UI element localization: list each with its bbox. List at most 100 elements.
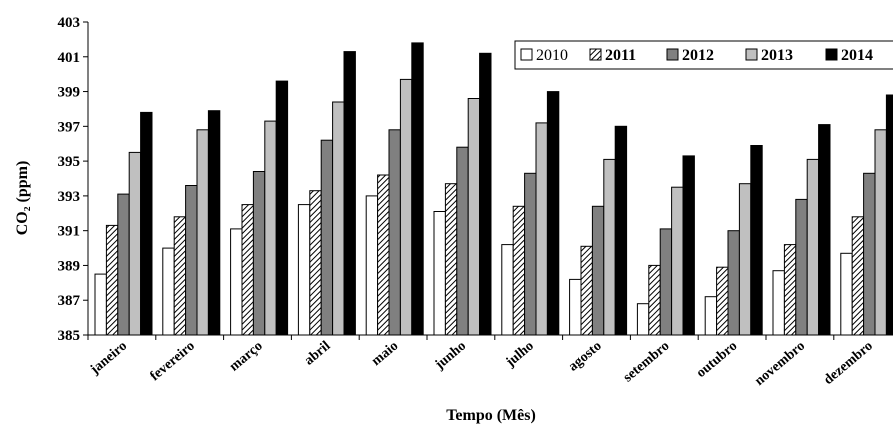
x-category-label: outubro [694, 339, 740, 381]
y-tick-label: 403 [58, 15, 81, 31]
x-category-label: janeiro [87, 339, 130, 378]
bar-2011-fevereiro [173, 216, 187, 336]
bar-2010-março [230, 228, 243, 336]
bar-2011-julho [512, 205, 526, 336]
bar-2014-julho [546, 91, 560, 336]
bar-2011-maio [377, 174, 390, 336]
bar-2014-setembro [682, 155, 695, 336]
bar-2012-agosto [591, 205, 605, 336]
bar-2011-junho [444, 183, 458, 336]
bar-2011-abril [309, 190, 322, 336]
y-tick-label: 391 [58, 224, 81, 240]
legend-swatch-2013 [745, 48, 758, 61]
bar-2013-janeiro [128, 151, 142, 336]
x-category-label: setembro [621, 339, 673, 386]
bar-2013-abril [332, 101, 345, 336]
bar-2014-dezembro [885, 94, 893, 336]
legend-swatch-2011 [589, 48, 602, 61]
bar-2013-fevereiro [196, 129, 209, 336]
bar-2014-maio [411, 42, 424, 336]
bar-2010-novembro [772, 270, 785, 336]
bar-2011-setembro [648, 264, 661, 336]
bar-2014-novembro [818, 124, 831, 336]
bar-2013-março [264, 120, 277, 336]
bar-2010-janeiro [94, 273, 107, 336]
bar-2010-maio [365, 195, 379, 336]
legend-swatch-2014 [825, 48, 838, 61]
bar-2012-março [252, 171, 266, 336]
x-category-label: agosto [566, 339, 605, 375]
bar-2014-março [275, 80, 289, 336]
y-tick-label: 393 [58, 189, 81, 205]
bar-2012-janeiro [117, 193, 130, 336]
bar-2014-abril [343, 51, 356, 336]
axes-group [87, 22, 893, 340]
legend-swatch-2012 [666, 48, 679, 61]
y-ticks-group: 385 387 389 391 393 395 397 399 401 403 [58, 15, 88, 344]
bar-2010-julho [501, 244, 514, 336]
legend-label-2010: 2010 [536, 47, 568, 64]
x-labels-group: janeiro fevereiro março abril maio junho julho… [87, 339, 876, 389]
bar-2010-junho [433, 211, 446, 336]
x-axis-title: Tempo (Mês) [446, 407, 536, 424]
legend-label-2014: 2014 [841, 47, 873, 64]
y-tick-label: 387 [58, 293, 81, 309]
bar-2011-novembro [783, 244, 797, 336]
bar-2013-dezembro [874, 129, 887, 336]
x-category-label: fevereiro [148, 339, 198, 385]
bar-2012-abril [320, 139, 334, 336]
bar-2010-outubro [704, 296, 718, 336]
y-tick-label: 389 [58, 258, 81, 274]
bar-2014-agosto [614, 125, 628, 336]
bar-2011-dezembro [851, 216, 865, 336]
bar-2014-fevereiro [207, 110, 221, 336]
bar-2011-outubro [716, 266, 729, 336]
x-category-label: abril [302, 339, 334, 369]
bar-2012-junho [456, 146, 469, 336]
bar-2011-agosto [580, 245, 593, 336]
bar-2013-junho [467, 98, 481, 336]
x-category-label: maio [369, 339, 401, 369]
bar-2014-junho [479, 52, 492, 336]
legend-label-2012: 2012 [682, 47, 714, 64]
bar-2013-novembro [806, 158, 820, 336]
x-category-label: julho [503, 339, 537, 371]
legend-label-2013: 2013 [761, 47, 793, 64]
y-tick-label: 385 [58, 328, 81, 344]
bar-2012-fevereiro [185, 185, 198, 336]
bar-2010-abril [297, 204, 311, 336]
bar-2013-julho [535, 122, 548, 336]
x-category-label: março [227, 339, 266, 375]
bar-2013-outubro [738, 183, 752, 336]
bar-2010-dezembro [840, 252, 853, 336]
bar-2012-outubro [727, 230, 740, 336]
x-category-label: junho [432, 339, 469, 374]
bar-2012-maio [388, 129, 401, 336]
bar-2012-setembro [659, 228, 673, 336]
bar-2010-setembro [636, 303, 650, 336]
bar-2014-outubro [750, 145, 763, 336]
bar-2014-janeiro [140, 111, 153, 336]
bar-2013-agosto [603, 158, 616, 336]
x-category-label: dezembro [821, 339, 876, 388]
bar-2012-dezembro [863, 172, 876, 336]
bar-2010-agosto [569, 278, 582, 336]
bar-2013-setembro [671, 186, 684, 336]
legend: 2010 2011 2012 2013 2014 [514, 40, 893, 70]
bar-2013-maio [399, 78, 413, 336]
x-category-label: novembro [752, 339, 808, 389]
bar-2012-novembro [795, 198, 808, 336]
bar-2010-fevereiro [162, 247, 175, 336]
y-tick-label: 399 [58, 85, 81, 101]
y-tick-label: 397 [58, 119, 81, 135]
y-tick-label: 401 [58, 50, 81, 66]
bars-group [94, 42, 893, 336]
y-axis-title: CO₂ (ppm) [14, 161, 31, 236]
legend-label-2011: 2011 [605, 47, 636, 64]
bar-2012-julho [524, 172, 537, 336]
y-tick-label: 395 [58, 154, 81, 170]
bar-2011-março [241, 204, 254, 336]
legend-swatch-2010 [520, 48, 533, 61]
bar-2011-janeiro [105, 224, 119, 336]
